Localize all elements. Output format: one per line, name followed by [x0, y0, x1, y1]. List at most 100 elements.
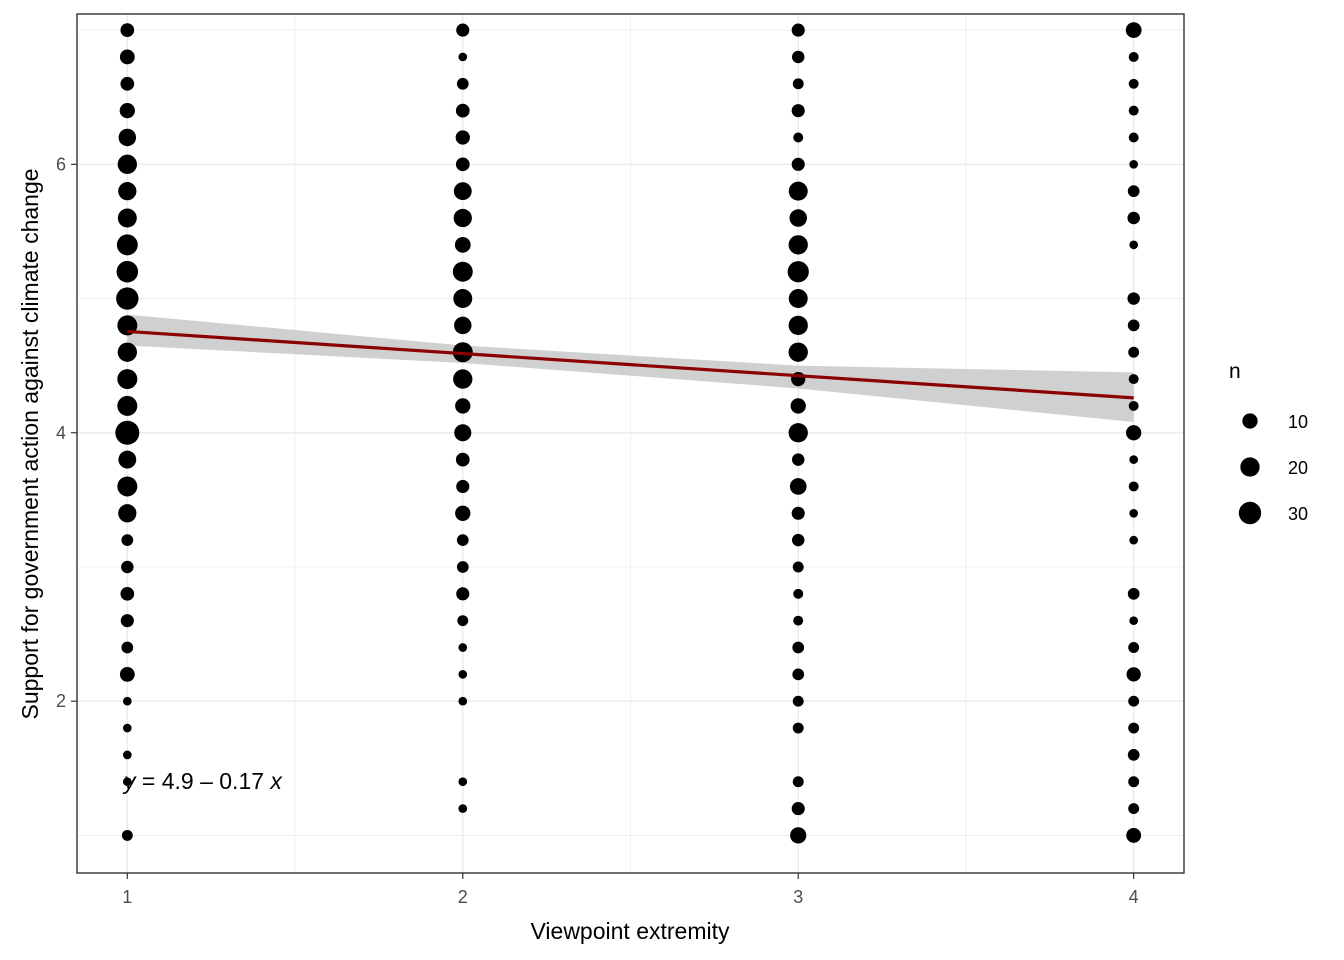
legend-label: 10	[1288, 412, 1308, 432]
data-point	[117, 395, 138, 416]
legend-key	[1238, 501, 1262, 525]
legend-key	[1240, 457, 1260, 477]
y-tick-label: 4	[56, 423, 66, 443]
data-point	[788, 342, 808, 362]
data-point	[791, 50, 805, 64]
data-point	[791, 157, 805, 171]
data-point	[453, 289, 473, 309]
y-axis-title: Support for government action against cl…	[17, 168, 43, 719]
data-point	[1128, 51, 1139, 62]
data-point	[792, 641, 805, 654]
data-point	[791, 533, 805, 547]
data-point	[1129, 240, 1139, 250]
data-point	[456, 479, 470, 494]
data-point	[458, 777, 468, 787]
data-point	[793, 132, 804, 143]
equation-body: = 4.9 – 0.17	[136, 768, 271, 794]
data-point	[791, 506, 805, 520]
data-point	[455, 505, 471, 521]
data-point	[1128, 346, 1140, 358]
data-point	[791, 802, 805, 816]
data-point	[455, 103, 470, 118]
data-point	[789, 478, 807, 495]
data-point	[453, 369, 473, 389]
data-point	[1127, 292, 1140, 305]
data-point	[1129, 455, 1139, 464]
data-point	[118, 450, 137, 469]
data-point	[120, 586, 135, 601]
data-point	[455, 398, 471, 414]
data-point	[791, 104, 805, 118]
data-point	[1128, 776, 1140, 788]
data-point	[454, 424, 472, 442]
data-point	[1129, 535, 1139, 545]
data-point	[456, 534, 469, 547]
data-point	[1128, 803, 1140, 815]
data-point	[457, 615, 469, 627]
data-point	[792, 776, 804, 788]
data-point	[788, 289, 808, 309]
data-point	[1127, 185, 1140, 198]
data-point	[455, 157, 470, 172]
regression-equation: y = 4.9 – 0.17 x	[122, 768, 283, 794]
data-point	[117, 476, 138, 497]
data-point	[117, 154, 137, 174]
data-point	[118, 504, 137, 523]
size-legend: n 10 20 30	[1229, 360, 1308, 525]
data-point	[118, 182, 137, 201]
data-point	[117, 369, 138, 390]
data-point	[122, 696, 132, 706]
data-point	[1128, 481, 1139, 492]
data-point	[1129, 616, 1139, 626]
data-point	[122, 750, 132, 760]
x-tick-label: 4	[1129, 887, 1139, 907]
data-point	[1128, 374, 1139, 385]
data-point	[120, 23, 135, 37]
grid-lines	[77, 14, 1184, 873]
data-point	[793, 588, 804, 599]
data-point	[122, 723, 132, 733]
data-point	[115, 420, 140, 445]
data-point	[1127, 319, 1140, 332]
data-point	[454, 236, 471, 253]
data-point	[1126, 828, 1142, 843]
data-point	[788, 423, 808, 443]
data-point	[1127, 749, 1140, 761]
data-point	[792, 78, 804, 90]
equation-x: x	[269, 768, 283, 794]
data-point	[1128, 400, 1139, 411]
data-point	[1128, 722, 1140, 734]
data-point	[788, 181, 808, 201]
data-point	[458, 670, 468, 679]
data-point	[455, 452, 470, 467]
data-point	[119, 666, 135, 682]
data-point	[792, 668, 805, 681]
legend-label: 30	[1288, 504, 1308, 524]
data-point	[117, 208, 137, 228]
data-point	[1127, 587, 1140, 600]
x-tick-label: 2	[458, 887, 468, 907]
data-point	[791, 453, 805, 466]
data-point	[122, 777, 132, 787]
data-point	[1128, 132, 1139, 143]
equation-y: y	[122, 768, 137, 794]
legend-entries: 10 20 30	[1238, 412, 1308, 525]
data-point	[119, 102, 135, 119]
data-point	[1126, 425, 1142, 441]
confidence-band	[127, 314, 1134, 423]
x-axis-title: Viewpoint extremity	[531, 918, 730, 944]
x-tick-label: 3	[793, 887, 803, 907]
data-point	[458, 52, 468, 62]
data-point	[1126, 667, 1141, 682]
data-point	[456, 561, 469, 573]
data-point	[121, 829, 133, 841]
legend-key	[1242, 413, 1258, 429]
data-point	[793, 615, 804, 626]
data-point	[792, 695, 804, 707]
data-point	[1125, 22, 1142, 38]
data-point	[788, 235, 808, 255]
data-point	[121, 534, 134, 547]
data-point	[116, 234, 138, 256]
data-point	[458, 696, 468, 706]
